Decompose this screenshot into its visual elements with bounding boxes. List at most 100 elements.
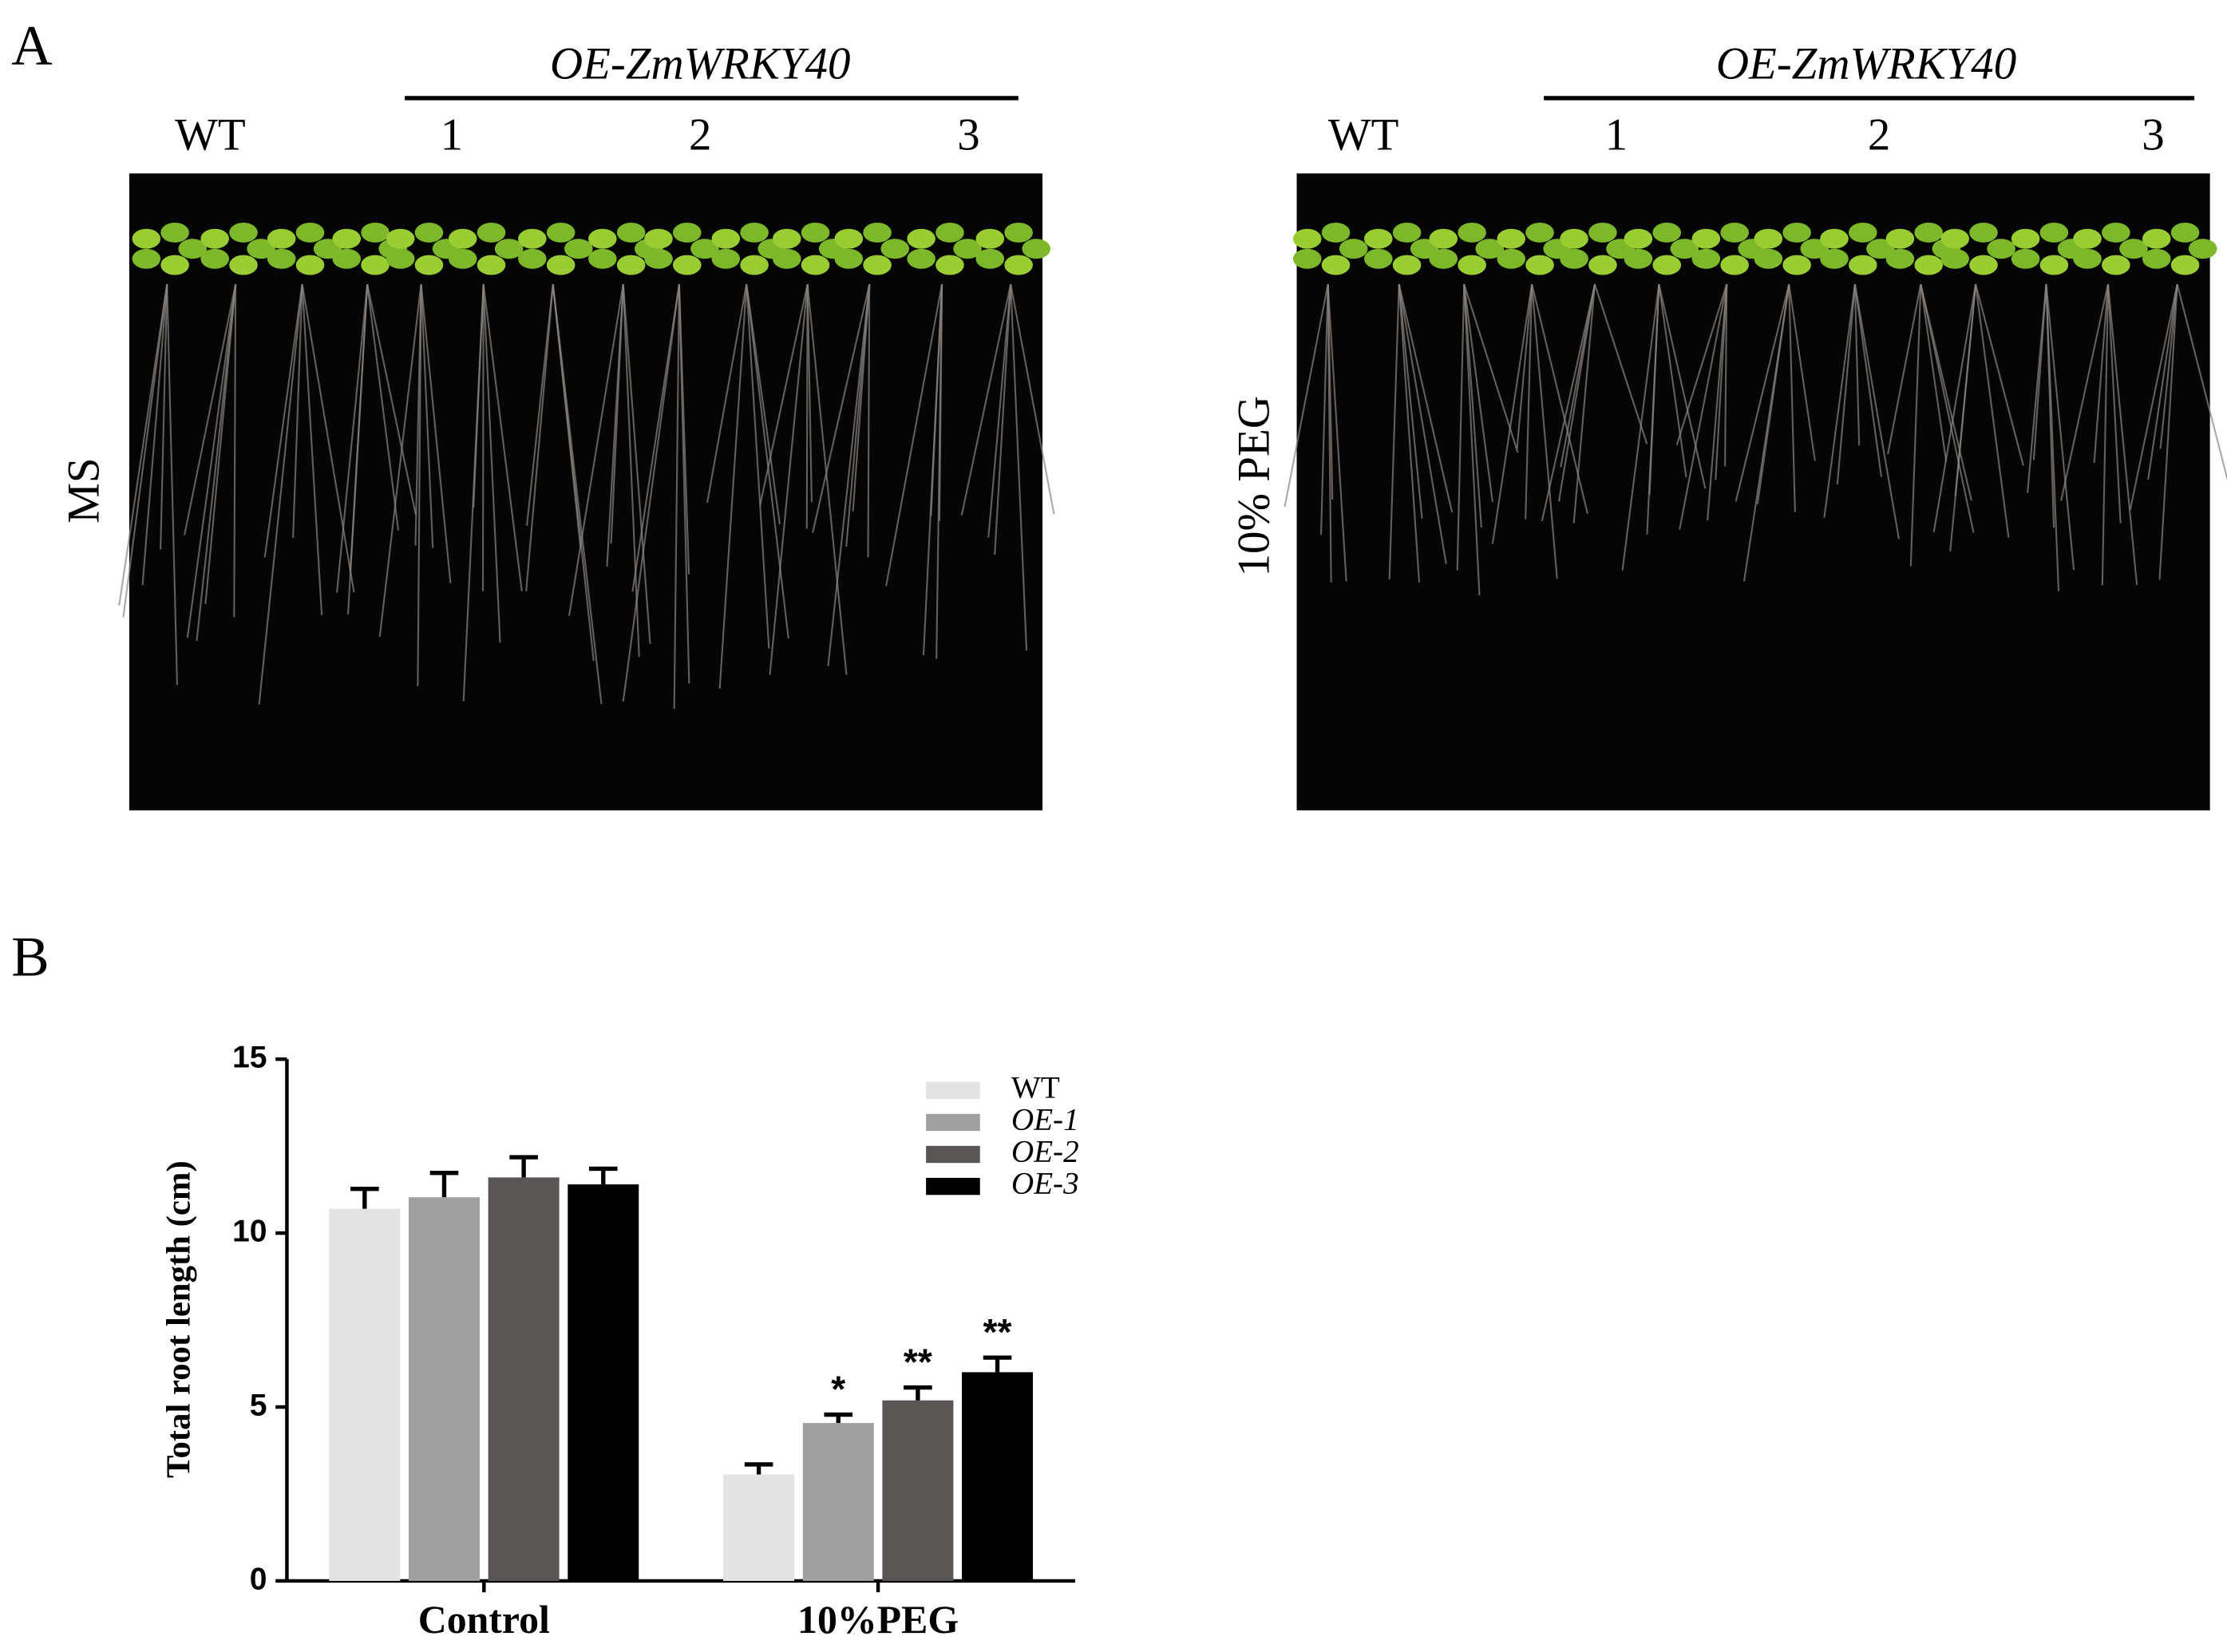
leaf: [2142, 228, 2171, 249]
leaf: [546, 222, 576, 243]
leaf: [935, 222, 964, 243]
leaf: [132, 228, 161, 249]
root: [349, 284, 369, 573]
root: [301, 284, 355, 593]
root: [867, 284, 871, 558]
leaf: [2011, 228, 2040, 249]
root: [812, 284, 871, 533]
leaf: [1458, 222, 1486, 243]
leaf: [644, 248, 673, 269]
root: [1388, 284, 1400, 579]
root: [1327, 284, 1332, 583]
root: [960, 284, 1012, 516]
leaf: [1820, 228, 1849, 249]
root: [1557, 284, 1596, 502]
root: [885, 284, 943, 587]
panel-label: B: [11, 926, 49, 988]
root: [922, 284, 943, 655]
leaf: [2102, 222, 2130, 243]
leaf: [1429, 248, 1458, 269]
leaf: [1969, 222, 1998, 243]
lane-label: 1: [441, 110, 463, 160]
significance: **: [983, 1311, 1012, 1353]
root: [746, 284, 789, 639]
root: [1836, 284, 1856, 485]
leaf: [267, 248, 296, 269]
leaf: [907, 248, 935, 269]
root: [1456, 284, 1466, 571]
leaf: [1525, 255, 1554, 275]
bar: [568, 1184, 639, 1581]
leaf: [1458, 255, 1486, 275]
root: [1920, 284, 1948, 462]
root: [525, 284, 554, 526]
root: [673, 284, 680, 709]
leaf: [975, 228, 1005, 249]
root: [827, 284, 871, 666]
root: [1756, 284, 1790, 504]
leaf: [1914, 255, 1944, 275]
y-tick-label: 0: [250, 1562, 267, 1596]
root: [118, 284, 168, 606]
root: [301, 284, 323, 615]
legend-label: OE-1: [1011, 1102, 1079, 1136]
root: [166, 284, 179, 686]
leaf: [711, 228, 741, 249]
root: [2106, 284, 2122, 524]
leaf: [295, 222, 325, 243]
leaf: [1560, 248, 1588, 269]
leaf: [1588, 222, 1617, 243]
leaf: [477, 222, 506, 243]
root: [366, 284, 417, 515]
root: [1463, 284, 1482, 528]
significance: *: [831, 1368, 845, 1409]
root: [233, 284, 237, 618]
leaf: [1292, 228, 1322, 249]
leaf: [1004, 255, 1033, 275]
error-bar: [588, 1166, 618, 1185]
leaf: [160, 222, 189, 243]
root: [1909, 284, 1922, 567]
root: [2147, 284, 2178, 480]
leaf: [953, 239, 982, 259]
leaf: [1588, 255, 1617, 275]
error-bar: [429, 1171, 459, 1198]
bar: [723, 1474, 795, 1581]
leaf: [1987, 239, 2015, 259]
leaf: [801, 255, 830, 275]
leaf: [1849, 222, 1877, 243]
leaf: [975, 248, 1005, 269]
bar: [802, 1423, 874, 1581]
lane-label: 1: [1605, 110, 1628, 160]
root: [1010, 284, 1055, 515]
root: [2176, 284, 2227, 481]
leaf: [1782, 222, 1811, 243]
root: [1516, 284, 1533, 449]
root: [258, 284, 303, 705]
leaf: [772, 228, 801, 249]
leaf: [1800, 239, 1829, 259]
root: [2129, 284, 2178, 510]
root: [2045, 284, 2075, 571]
root: [1648, 284, 1660, 495]
leaf: [588, 228, 617, 249]
leaf: [1720, 255, 1749, 275]
root: [1398, 284, 1421, 583]
leaf: [690, 239, 719, 259]
seedlings: [118, 222, 1055, 709]
leaf: [1004, 222, 1033, 243]
legend-swatch: [926, 1081, 980, 1100]
lane-label: 3: [957, 110, 979, 160]
leaf: [711, 248, 741, 269]
root: [2159, 284, 2178, 449]
leaf: [1691, 248, 1721, 269]
significance: **: [904, 1341, 932, 1382]
root: [336, 284, 369, 593]
root: [2045, 284, 2055, 528]
leaf: [361, 222, 390, 243]
root: [987, 284, 1012, 538]
root: [769, 284, 809, 675]
leaf: [518, 248, 547, 269]
leaf: [448, 248, 477, 269]
root: [186, 284, 237, 638]
